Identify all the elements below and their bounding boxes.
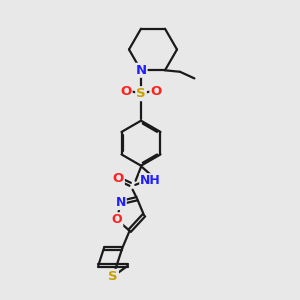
Text: N: N	[135, 64, 147, 77]
Text: O: O	[120, 85, 132, 98]
Text: O: O	[112, 213, 122, 226]
Text: O: O	[112, 172, 124, 185]
Text: O: O	[150, 85, 162, 98]
Text: S: S	[136, 87, 146, 100]
Text: S: S	[108, 270, 118, 283]
Text: NH: NH	[140, 174, 161, 187]
Text: N: N	[116, 196, 126, 209]
